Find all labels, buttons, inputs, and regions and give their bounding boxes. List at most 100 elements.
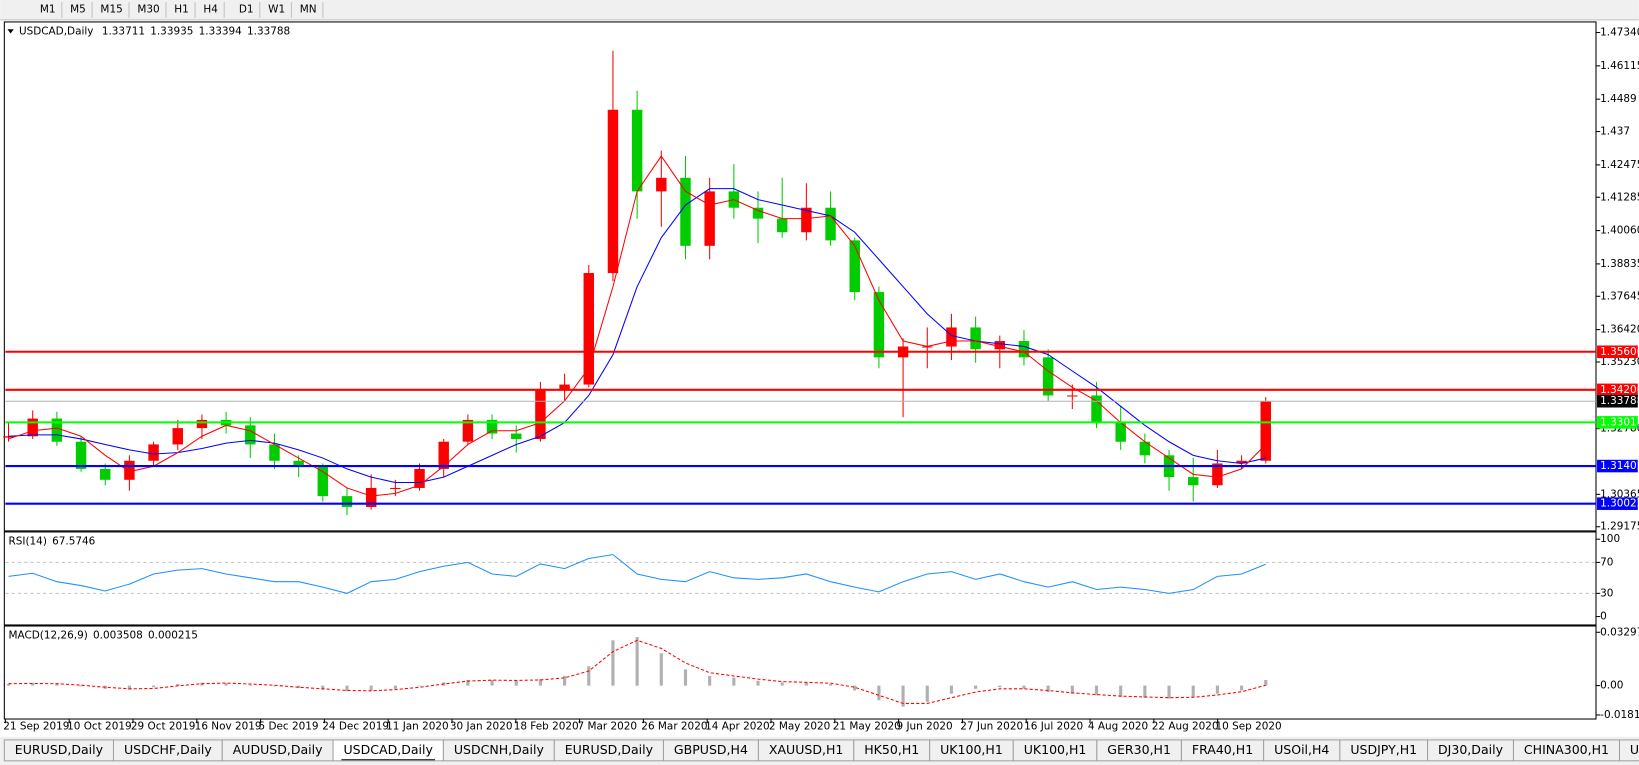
- chart-tab[interactable]: GER30,H1: [1096, 739, 1182, 762]
- y-tick-label: 0.00: [1600, 680, 1623, 692]
- chart-tab[interactable]: USDCNH,Daily: [442, 739, 555, 762]
- tab-label[interactable]: DJ30,Daily: [1438, 742, 1504, 757]
- timeframe-button[interactable]: MN: [300, 2, 324, 18]
- chart-tab[interactable]: EURUSD,Daily: [3, 739, 115, 762]
- level-tag: [1597, 383, 1638, 397]
- candle-body: [438, 441, 449, 469]
- candle-body: [317, 466, 329, 497]
- tab-label[interactable]: GBPUSD,H4: [674, 742, 748, 757]
- timeframe-button[interactable]: H1: [174, 2, 196, 18]
- timeframe-button[interactable]: W1: [268, 2, 292, 18]
- x-tick-label: 27 Jun 2020: [960, 720, 1023, 732]
- tab-label[interactable]: EURUSD,Daily: [565, 742, 654, 757]
- histogram-bar: [1167, 685, 1171, 699]
- panel-title: RSI(14) 67.5746: [9, 535, 96, 547]
- y-tick-label: 1.29175: [1600, 521, 1639, 533]
- tab-label[interactable]: FRA40,H1: [1192, 742, 1253, 757]
- chart-tab[interactable]: EURUSD,Daily: [553, 739, 665, 762]
- chart-tab[interactable]: USDCHF,Daily: [112, 739, 223, 762]
- chart-tab[interactable]: AUDUSD,Daily: [221, 739, 334, 762]
- tab-label[interactable]: XAUUSD,H1: [769, 742, 843, 757]
- timeframe-label[interactable]: MN: [300, 3, 317, 15]
- timeframe-label[interactable]: M15: [100, 3, 122, 15]
- timeframe-button[interactable]: M5: [70, 2, 93, 18]
- candle-body: [1260, 401, 1271, 461]
- histogram-bar: [272, 685, 277, 687]
- candle-body: [196, 419, 208, 429]
- histogram-bar: [611, 640, 615, 686]
- chart-tab[interactable]: UK100,H1: [1012, 739, 1098, 762]
- histogram-bar: [853, 685, 857, 691]
- tab-label[interactable]: UK100,H1: [940, 742, 1003, 757]
- timeframe-button[interactable]: M1: [40, 2, 63, 18]
- timeframe-label[interactable]: D1: [239, 3, 254, 15]
- chart-tab[interactable]: USOil,H4: [1263, 739, 1341, 762]
- tab-label[interactable]: USOil,H1: [1630, 742, 1639, 757]
- timeframe-label[interactable]: H4: [203, 3, 218, 15]
- histogram-bar: [176, 683, 180, 686]
- candle-body: [414, 468, 425, 488]
- histogram-bar: [490, 679, 494, 686]
- candle-body: [535, 390, 546, 439]
- candle-body: [752, 207, 764, 219]
- timeframe-button[interactable]: M30: [137, 2, 167, 18]
- timeframe-button[interactable]: D1: [239, 2, 261, 18]
- y-tick-label: 1.37645: [1600, 290, 1639, 302]
- tab-label[interactable]: USOil,H4: [1274, 742, 1329, 757]
- chart-tab[interactable]: FRA40,H1: [1180, 739, 1265, 762]
- tab-label[interactable]: USDCAD,Daily: [343, 742, 433, 757]
- tab-label[interactable]: USDCHF,Daily: [124, 742, 212, 757]
- chart-tab[interactable]: CHINA300,H1: [1512, 739, 1621, 762]
- histogram-bar: [901, 685, 905, 707]
- level-tag: [1597, 416, 1638, 429]
- tab-label[interactable]: USDCNH,Daily: [454, 742, 545, 757]
- x-tick-label: 18 Feb 2020: [514, 720, 579, 732]
- candle-body: [51, 418, 63, 442]
- tab-label[interactable]: HK50,H1: [864, 742, 919, 757]
- x-tick-label: 11 Jan 2020: [386, 720, 449, 732]
- histogram-bar: [756, 680, 760, 686]
- tab-label[interactable]: CHINA300,H1: [1524, 742, 1609, 757]
- candle-body: [559, 384, 570, 391]
- x-tick-label: 30 Jan 2020: [450, 720, 513, 732]
- histogram-bar: [877, 685, 881, 701]
- tab-label[interactable]: USDJPY,H1: [1350, 742, 1417, 757]
- rsi-panel: [3, 531, 1597, 626]
- tab-background[interactable]: [1618, 739, 1639, 762]
- chart-tab[interactable]: USDCAD,Daily: [332, 739, 444, 762]
- price-panel: [3, 21, 1597, 532]
- y-tick-label: 1.46115: [1600, 60, 1639, 72]
- chart-tab[interactable]: USOil,H1: [1618, 739, 1639, 762]
- level-tag-label: 1.30022: [1600, 498, 1639, 510]
- candle-body: [922, 346, 933, 348]
- candle-body: [1042, 357, 1054, 396]
- timeframe-label[interactable]: M1: [40, 3, 56, 15]
- x-tick-label: 21 May 2020: [833, 720, 901, 732]
- chart-tab[interactable]: HK50,H1: [853, 739, 931, 762]
- tab-label[interactable]: UK100,H1: [1024, 742, 1087, 757]
- chart-tab[interactable]: XAUUSD,H1: [757, 739, 855, 762]
- candle-body: [873, 292, 885, 358]
- timeframe-button[interactable]: M15: [100, 2, 130, 18]
- tab-label[interactable]: EURUSD,Daily: [15, 742, 104, 757]
- level-tag-label: 1.34206: [1600, 384, 1639, 396]
- chart-tab[interactable]: DJ30,Daily: [1427, 739, 1514, 762]
- tab-label[interactable]: AUDUSD,Daily: [233, 742, 323, 757]
- histogram-bar: [1022, 685, 1026, 689]
- timeframe-label[interactable]: M30: [137, 3, 159, 15]
- timeframe-button[interactable]: H4: [203, 2, 225, 18]
- timeframe-label[interactable]: W1: [268, 3, 285, 15]
- chart-tab[interactable]: GBPUSD,H4: [662, 739, 759, 762]
- histogram-bar: [1119, 685, 1123, 697]
- tab-label[interactable]: GER30,H1: [1107, 742, 1171, 757]
- chart-tab[interactable]: UK100,H1: [929, 739, 1014, 762]
- candle-body: [970, 327, 981, 350]
- timeframe-label[interactable]: M5: [70, 3, 86, 15]
- candle-body: [341, 496, 353, 508]
- chart-tab[interactable]: USDJPY,H1: [1339, 739, 1429, 762]
- candle-body: [656, 177, 667, 192]
- x-tick-label: 16 Nov 2019: [195, 720, 262, 732]
- candle-body: [124, 460, 135, 480]
- timeframe-label[interactable]: H1: [174, 3, 189, 15]
